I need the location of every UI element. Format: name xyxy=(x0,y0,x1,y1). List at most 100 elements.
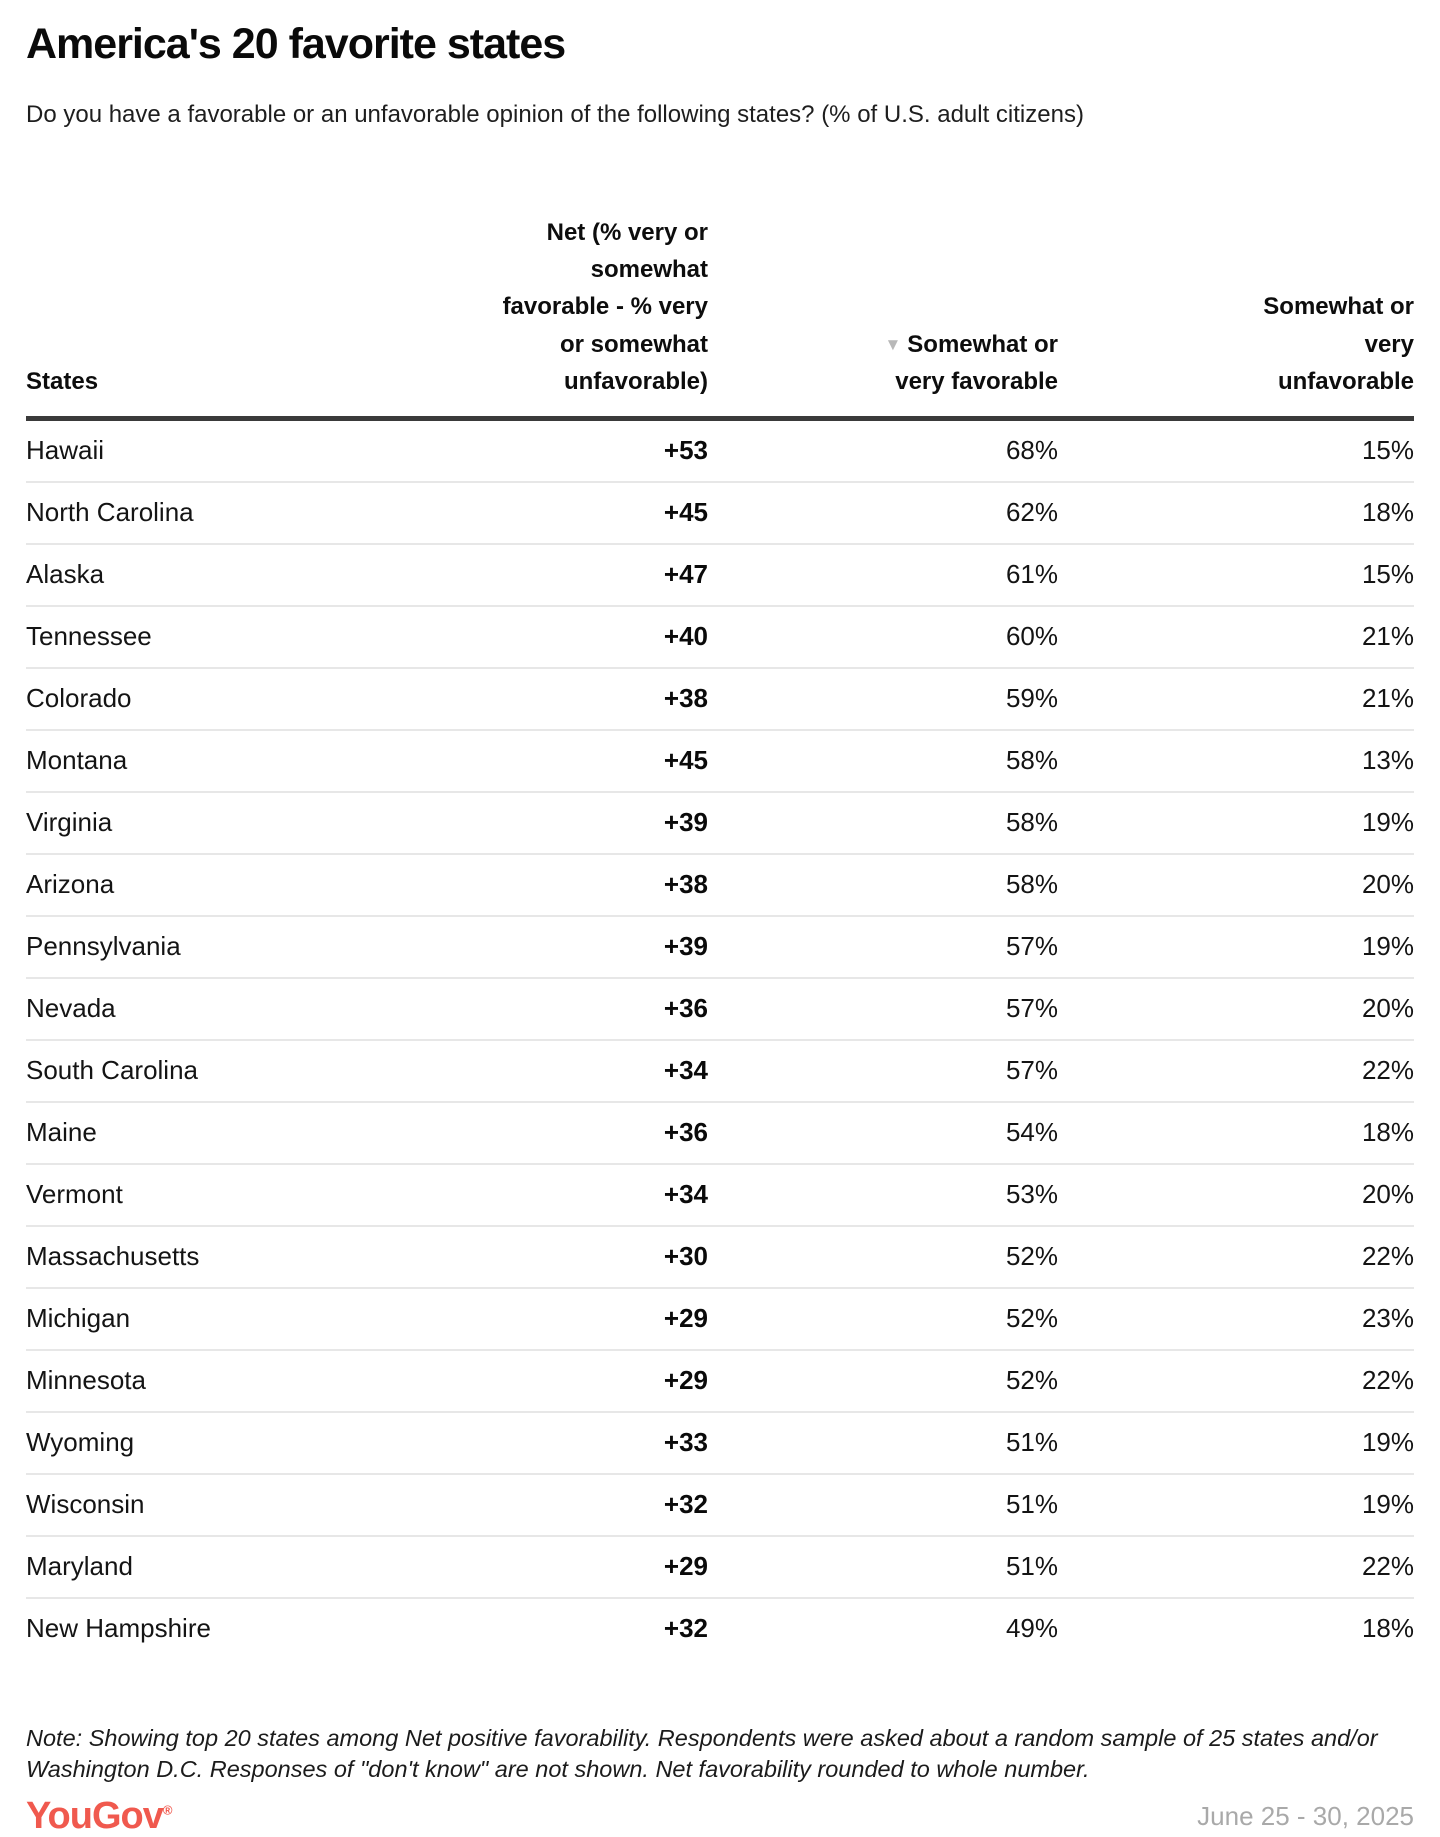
net-favorability-value: +36 xyxy=(663,1117,708,1148)
table-row: Maine +36 54% 18% xyxy=(26,1100,1414,1163)
table-row: South Carolina +34 57% 22% xyxy=(26,1038,1414,1101)
net-favorability-value: +32 xyxy=(663,1613,708,1644)
column-header-net-label: Net (% very or somewhat favorable - % ve… xyxy=(502,218,708,395)
unfavorable-percent-value: 18% xyxy=(1361,1117,1414,1148)
table-row: Tennessee +40 60% 21% xyxy=(26,604,1414,667)
survey-question-subtitle: Do you have a favorable or an unfavorabl… xyxy=(26,101,1084,129)
net-favorability-value: +34 xyxy=(663,1179,708,1210)
unfavorable-percent-value: 22% xyxy=(1361,1365,1414,1396)
unfavorable-percent-value: 22% xyxy=(1361,1055,1414,1086)
registered-trademark-symbol: ® xyxy=(162,1802,173,1818)
yougov-logo-text: YouGov xyxy=(26,1795,164,1837)
net-favorability-value: +47 xyxy=(663,559,708,590)
net-favorability-value: +32 xyxy=(663,1489,708,1520)
favorable-percent-value: 58% xyxy=(1005,745,1058,776)
net-favorability-value: +29 xyxy=(663,1303,708,1334)
net-favorability-value: +30 xyxy=(663,1241,708,1272)
state-name: Vermont xyxy=(26,1179,123,1210)
state-name: Minnesota xyxy=(26,1365,146,1396)
net-favorability-value: +33 xyxy=(663,1427,708,1458)
table-row: Montana +45 58% 13% xyxy=(26,728,1414,791)
unfavorable-percent-value: 23% xyxy=(1361,1303,1414,1334)
table-row: Alaska +47 61% 15% xyxy=(26,542,1414,605)
table-row: Hawaii +53 68% 15% xyxy=(26,421,1414,481)
state-name: Arizona xyxy=(26,869,115,900)
favorable-percent-value: 57% xyxy=(1005,1055,1058,1086)
state-name: North Carolina xyxy=(26,497,194,528)
table-header-row: States Net (% very or somewhat favorable… xyxy=(26,214,1414,421)
unfavorable-percent-value: 19% xyxy=(1361,1427,1414,1458)
state-name: Hawaii xyxy=(26,435,105,466)
state-name: South Carolina xyxy=(26,1055,198,1086)
table-row: Virginia +39 58% 19% xyxy=(26,790,1414,853)
table-row: Michigan +29 52% 23% xyxy=(26,1286,1414,1349)
favorable-percent-value: 60% xyxy=(1005,621,1058,652)
sort-descending-icon: ▼ xyxy=(884,334,902,354)
favorable-percent-value: 58% xyxy=(1005,869,1058,900)
unfavorable-percent-value: 15% xyxy=(1361,435,1414,466)
table-body: Hawaii +53 68% 15% North Carolina +45 62… xyxy=(26,421,1414,1659)
state-name: Alaska xyxy=(26,559,105,590)
net-favorability-value: +29 xyxy=(663,1551,708,1582)
state-name: Virginia xyxy=(26,807,113,838)
unfavorable-percent-value: 18% xyxy=(1361,497,1414,528)
net-favorability-value: +45 xyxy=(663,497,708,528)
net-favorability-value: +38 xyxy=(663,683,708,714)
table-row: Pennsylvania +39 57% 19% xyxy=(26,914,1414,977)
column-header-favorable-label[interactable]: ▼ Somewhat or very favorable xyxy=(844,326,1058,400)
table-row: Massachusetts +30 52% 22% xyxy=(26,1224,1414,1287)
net-favorability-value: +40 xyxy=(663,621,708,652)
column-header-unfavorable: Somewhat or very unfavorable xyxy=(1058,288,1414,400)
favorable-percent-value: 52% xyxy=(1005,1303,1058,1334)
favorable-percent-value: 68% xyxy=(1005,435,1058,466)
net-favorability-value: +38 xyxy=(663,869,708,900)
state-name: Wisconsin xyxy=(26,1489,145,1520)
unfavorable-percent-value: 20% xyxy=(1361,993,1414,1024)
net-favorability-value: +53 xyxy=(663,435,708,466)
table-row: Minnesota +29 52% 22% xyxy=(26,1348,1414,1411)
table-row: Wisconsin +32 51% 19% xyxy=(26,1472,1414,1535)
state-name: Pennsylvania xyxy=(26,931,181,962)
net-favorability-value: +36 xyxy=(663,993,708,1024)
column-header-favorable-text: Somewhat or very favorable xyxy=(895,330,1058,395)
unfavorable-percent-value: 21% xyxy=(1361,621,1414,652)
unfavorable-percent-value: 20% xyxy=(1361,1179,1414,1210)
favorable-percent-value: 58% xyxy=(1005,807,1058,838)
table-row: Maryland +29 51% 22% xyxy=(26,1534,1414,1597)
unfavorable-percent-value: 15% xyxy=(1361,559,1414,590)
favorable-percent-value: 57% xyxy=(1005,931,1058,962)
state-name: New Hampshire xyxy=(26,1613,211,1644)
state-name: Maine xyxy=(26,1117,97,1148)
unfavorable-percent-value: 20% xyxy=(1361,869,1414,900)
unfavorable-percent-value: 19% xyxy=(1361,931,1414,962)
net-favorability-value: +39 xyxy=(663,807,708,838)
table-row: Vermont +34 53% 20% xyxy=(26,1162,1414,1225)
favorable-percent-value: 61% xyxy=(1005,559,1058,590)
state-name: Nevada xyxy=(26,993,116,1024)
favorable-percent-value: 54% xyxy=(1005,1117,1058,1148)
footnote: Note: Showing top 20 states among Net po… xyxy=(26,1724,1378,1783)
unfavorable-percent-value: 21% xyxy=(1361,683,1414,714)
favorable-percent-value: 53% xyxy=(1005,1179,1058,1210)
fieldwork-date-range: June 25 - 30, 2025 xyxy=(1197,1800,1414,1831)
favorable-percent-value: 62% xyxy=(1005,497,1058,528)
unfavorable-percent-value: 19% xyxy=(1361,1489,1414,1520)
net-favorability-value: +29 xyxy=(663,1365,708,1396)
yougov-logo[interactable]: YouGov® xyxy=(26,1797,172,1835)
state-name: Maryland xyxy=(26,1551,133,1582)
table-row: North Carolina +45 62% 18% xyxy=(26,480,1414,543)
favorable-percent-value: 57% xyxy=(1005,993,1058,1024)
column-header-states: States xyxy=(26,367,99,395)
column-header-net: Net (% very or somewhat favorable - % ve… xyxy=(388,214,708,400)
unfavorable-percent-value: 22% xyxy=(1361,1551,1414,1582)
table-row: New Hampshire +32 49% 18% xyxy=(26,1596,1414,1659)
page-title: America's 20 favorite states xyxy=(26,20,566,68)
table-row: Arizona +38 58% 20% xyxy=(26,852,1414,915)
column-header-favorable[interactable]: ▼ Somewhat or very favorable xyxy=(708,326,1058,400)
state-name: Colorado xyxy=(26,683,132,714)
unfavorable-percent-value: 18% xyxy=(1361,1613,1414,1644)
favorable-percent-value: 51% xyxy=(1005,1489,1058,1520)
state-name: Tennessee xyxy=(26,621,152,652)
favorable-percent-value: 59% xyxy=(1005,683,1058,714)
